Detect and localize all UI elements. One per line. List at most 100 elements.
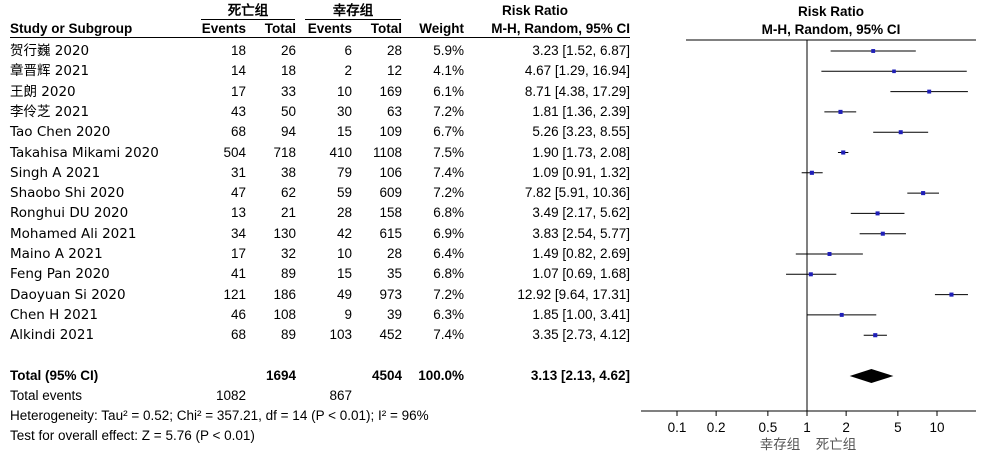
total2: 615: [379, 225, 402, 241]
study-name: Singh A 2021: [10, 164, 101, 181]
total1: 718: [273, 144, 296, 160]
ci-text: 1.90 [1.73, 2.08]: [532, 144, 630, 160]
ci-text: 3.49 [2.17, 5.62]: [532, 205, 630, 221]
study-name: 贺行巍 2020: [10, 43, 90, 59]
ci-text: 1.09 [0.91, 1.32]: [532, 164, 630, 180]
favours-left-label: 幸存组: [760, 437, 801, 452]
ci-text: 4.67 [1.29, 16.94]: [524, 63, 630, 79]
tick-label: 0.5: [758, 420, 777, 435]
total-ci-text: 3.13 [2.13, 4.62]: [530, 368, 630, 383]
total1: 38: [280, 164, 296, 180]
events2: 10: [336, 246, 352, 261]
events2-header: Events: [296, 21, 352, 38]
total1: 89: [280, 266, 296, 282]
events1: 504: [223, 144, 246, 160]
events2: 59: [336, 185, 352, 201]
point-estimate-square: [898, 130, 903, 135]
events1: 68: [230, 124, 246, 140]
weight: 6.8%: [433, 266, 464, 282]
study-name: Chen H 2021: [10, 306, 98, 323]
total1: 50: [280, 103, 296, 119]
study-name: Mohamed Ali 2021: [10, 225, 137, 242]
study-mark: [850, 211, 905, 216]
study-mark: [795, 252, 863, 256]
events2: 10: [336, 83, 352, 99]
study-mark: [807, 312, 877, 317]
total1: 130: [273, 225, 296, 241]
weight: 7.5%: [433, 144, 464, 160]
events1: 34: [230, 225, 246, 241]
events2: 410: [329, 144, 352, 160]
weight: 4.1%: [433, 63, 464, 79]
study-name: Alkindi 2021: [10, 327, 95, 344]
study-mark: [859, 231, 906, 236]
point-estimate-square: [892, 69, 896, 74]
weight-header: Weight: [402, 21, 464, 38]
total2-header: Total: [352, 21, 402, 38]
heterogeneity-text: Heterogeneity: Tau² = 0.52; Chi² = 357.2…: [10, 408, 429, 423]
study-mark: [830, 49, 916, 53]
events1: 13: [230, 205, 246, 221]
point-estimate-square: [873, 333, 878, 338]
total1: 18: [280, 63, 296, 79]
total1: 62: [280, 185, 296, 201]
total2: 1108: [372, 144, 402, 160]
rr-method-header: M-H, Random, 95% CI: [464, 21, 630, 38]
total-events2: 867: [329, 388, 352, 403]
events2: 30: [336, 103, 352, 119]
tick-label: 0.1: [668, 420, 687, 435]
study-mark: [824, 109, 857, 114]
point-estimate-square: [927, 89, 932, 94]
study-name: Takahisa Mikami 2020: [10, 144, 159, 161]
total1-value: 1694: [265, 368, 296, 383]
weight: 7.4%: [433, 327, 464, 343]
total2: 158: [379, 205, 402, 221]
ci-text: 8.71 [4.38, 17.29]: [524, 83, 630, 99]
tick-label: 2: [842, 420, 850, 435]
events2: 49: [336, 286, 352, 302]
weight: 6.9%: [433, 225, 464, 241]
total2: 609: [379, 185, 402, 201]
total-events-label: Total events: [10, 388, 83, 403]
study-mark: [907, 191, 939, 196]
events2: 42: [336, 225, 352, 241]
events1: 17: [230, 83, 246, 99]
study-mark: [786, 272, 837, 277]
study-mark: [934, 292, 968, 297]
ci-text: 3.23 [1.52, 6.87]: [532, 43, 630, 58]
total1-header: Total: [246, 21, 296, 38]
events1: 17: [230, 246, 246, 261]
events2: 6: [344, 43, 352, 58]
point-estimate-square: [839, 312, 844, 317]
ci-text: 3.83 [2.54, 5.77]: [532, 225, 630, 241]
total2: 63: [386, 103, 402, 119]
total2: 39: [386, 306, 402, 322]
total-label: Total (95% CI): [10, 368, 99, 383]
point-estimate-square: [880, 231, 885, 236]
events1: 68: [230, 327, 246, 343]
weight: 7.4%: [433, 164, 464, 180]
x-axis-ticks: 0.1 0.2 0.5 1 2 5 10: [668, 411, 945, 435]
events2: 103: [329, 327, 352, 343]
tick-label: 5: [894, 420, 902, 435]
point-estimate-square: [871, 49, 876, 53]
study-name: Maino A 2021: [10, 246, 103, 262]
tick-label: 10: [929, 420, 944, 435]
study-mark: [837, 150, 849, 155]
study-name: 王朗 2020: [10, 83, 76, 100]
point-estimate-square: [949, 292, 954, 297]
total2: 169: [379, 83, 402, 99]
total1: 33: [280, 83, 296, 99]
events2: 2: [344, 63, 352, 79]
events1: 31: [230, 164, 246, 180]
point-estimate-square: [838, 109, 843, 114]
ci-text: 7.82 [5.91, 10.36]: [524, 185, 630, 201]
total2: 12: [386, 63, 402, 79]
weight: 6.4%: [433, 246, 464, 261]
point-estimate-square: [841, 150, 846, 155]
total2: 106: [379, 164, 402, 180]
study-mark: [821, 69, 967, 74]
study-name: 章晋辉 2021: [10, 63, 90, 80]
study-name: Ronghui DU 2020: [10, 205, 129, 222]
